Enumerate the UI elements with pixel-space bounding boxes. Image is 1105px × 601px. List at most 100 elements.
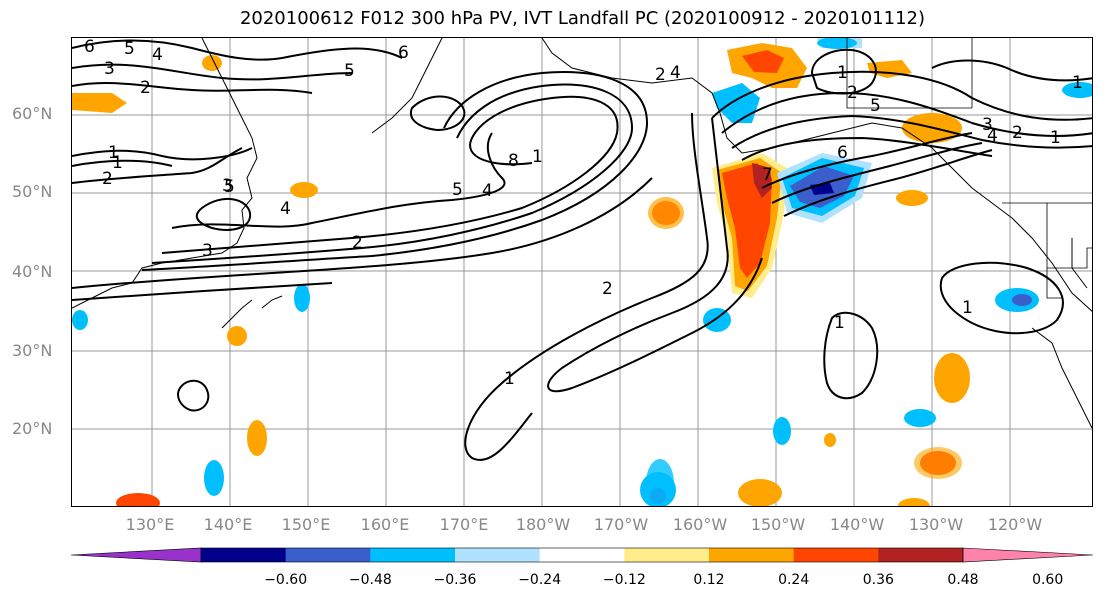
colorbar-tick: 0.12 [693, 572, 725, 588]
contour-label: 1 [834, 313, 845, 333]
colorbar-extend-high [962, 547, 1094, 563]
latitude-label: 30°N [12, 341, 53, 360]
shade-orange-13 [247, 420, 267, 456]
shade-blue-8 [294, 284, 310, 312]
coastlines [72, 38, 1092, 429]
contour-label: 1 [504, 369, 515, 389]
colorbar-segment [285, 548, 371, 562]
contour-label: 6 [837, 143, 848, 163]
shade-orange-19 [738, 479, 782, 506]
longitude-label: 150°W [750, 515, 806, 534]
colorbar-segment [709, 548, 795, 562]
colorbar-tick: 0.24 [778, 572, 810, 588]
ivt-shading [72, 38, 1092, 506]
contour-label: 2 [602, 279, 613, 299]
longitude-label: 160°E [360, 515, 410, 534]
longitude-label: 160°W [672, 515, 728, 534]
pv-contours [72, 39, 1092, 461]
contour-label: 5 [124, 39, 135, 59]
latitude-label: 50°N [12, 182, 53, 201]
shade-orange-1 [72, 93, 127, 113]
shade-orange-16 [914, 447, 962, 479]
shade-red-15 [116, 493, 160, 506]
shade-blue-21 [646, 459, 674, 506]
contour-label: 7 [762, 165, 773, 185]
shade-darkred-dipole [752, 163, 772, 198]
shade-blue-14 [204, 460, 224, 496]
shade-red-top [742, 50, 784, 73]
colorbar-segment [370, 548, 456, 562]
longitude-label: 130°E [125, 515, 175, 534]
shade-orange-18 [824, 433, 836, 447]
colorbar-tick: 0.60 [1032, 572, 1064, 588]
shade-orange-23 [898, 498, 930, 506]
shade-blue-top [712, 83, 760, 123]
contour-label: 4 [152, 45, 163, 65]
political-boundaries [846, 38, 1092, 299]
shade-orange-11 [934, 353, 970, 403]
contour-label: 1 [112, 153, 123, 173]
contour-label: 4 [987, 126, 998, 146]
longitude-label: 180°W [515, 515, 571, 534]
longitude-label: 130°W [908, 515, 964, 534]
contour-label: 4 [280, 199, 291, 219]
colorbar-segment [455, 548, 541, 562]
colorbar-segment [539, 548, 625, 562]
longitude-label: 170°E [439, 515, 489, 534]
contour-label: 3 [982, 115, 993, 135]
colorbar [70, 547, 1094, 563]
contour-label: 6 [398, 43, 409, 63]
contour-label: 5 [224, 177, 235, 197]
colorbar-tick: 0.48 [947, 572, 979, 588]
shade-blue-12 [904, 409, 936, 427]
contour-label: 6 [84, 38, 95, 57]
colorbar-outline [200, 547, 964, 563]
contour-label: 3 [104, 59, 115, 79]
shade-orange-5 [896, 190, 928, 206]
contour-label: 2 [1012, 123, 1023, 143]
contour-label: 5 [344, 61, 355, 81]
colorbar-segment [201, 548, 287, 562]
longitude-label: 140°W [829, 515, 885, 534]
colorbar-tick: −0.60 [264, 572, 308, 588]
shade-orange-4 [648, 197, 684, 229]
contour-label: 4 [482, 181, 493, 201]
shade-blue-17 [773, 417, 791, 445]
longitude-label: 120°W [987, 515, 1043, 534]
longitude-label: 140°E [203, 515, 253, 534]
colorbar-segment [793, 548, 879, 562]
contour-label: 2 [847, 83, 858, 103]
latitude-label: 60°N [12, 104, 53, 123]
colorbar-extend-low [70, 547, 202, 563]
colorbar-segment [624, 548, 710, 562]
map-title: 2020100612 F012 300 hPa PV, IVT Landfall… [239, 8, 926, 29]
contour-label: 2 [352, 233, 363, 253]
contour-label: 1 [837, 63, 848, 83]
shade-navy-10 [1012, 294, 1032, 306]
colorbar-tick: −0.36 [433, 572, 477, 588]
shade-blue-25 [1062, 82, 1092, 98]
contour-label: 1 [1050, 128, 1061, 148]
contour-label: 4 [670, 63, 681, 83]
contour-label: 2 [140, 78, 151, 98]
colorbar-tick: 0.36 [862, 572, 894, 588]
colorbar-tick: −0.24 [518, 572, 562, 588]
contour-label: 1 [1072, 73, 1083, 93]
contour-label: 3 [202, 241, 213, 261]
latitude-label: 40°N [12, 262, 53, 281]
shade-cyan-22 [72, 310, 88, 330]
contour-label: 1 [108, 143, 119, 163]
contour-label: 2 [655, 65, 666, 85]
colorbar-tick: −0.48 [348, 572, 392, 588]
contour-label: 1 [962, 298, 973, 318]
contour-label: 3 [222, 176, 233, 196]
longitude-label: 150°E [281, 515, 331, 534]
latitude-label: 20°N [12, 419, 53, 438]
contour-label: 2 [102, 169, 113, 189]
contour-label: 1 [532, 147, 543, 167]
colorbar-segment [878, 548, 964, 562]
shade-orange-3 [290, 182, 318, 198]
